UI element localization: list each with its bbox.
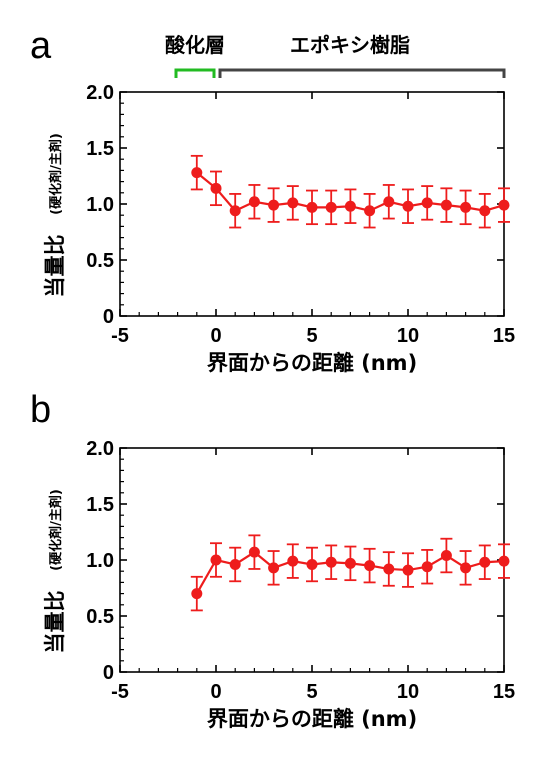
oxide-layer-label: 酸化層 [165,33,225,57]
data-point [191,588,203,600]
y-tick-label: 2.0 [86,438,114,460]
panel-label-b: b [30,389,51,431]
data-point [364,205,376,217]
y-axis-sublabel: (硬化剤/主剤) [48,489,64,571]
x-tick-label: 10 [397,681,419,703]
data-point [325,556,337,568]
data-point [287,555,299,567]
epoxy-resin-label: エポキシ樹脂 [290,33,410,57]
data-point [344,200,356,212]
data-point [268,199,280,211]
data-point [421,561,433,573]
x-tick-label: 0 [210,681,221,703]
y-axis-sublabel: (硬化剤/主剤) [48,133,64,215]
x-tick-label: 10 [397,325,419,347]
x-tick-label: 15 [493,325,515,347]
data-point [402,200,414,212]
data-point [479,556,491,568]
y-tick-label: 2.0 [86,82,114,104]
data-point [498,199,510,211]
data-point [210,182,222,194]
data-point [306,201,318,213]
y-tick-label: 0 [103,306,114,328]
data-point [229,558,241,570]
data-point [383,563,395,575]
panel-label-a: a [30,25,52,67]
data-point [248,196,260,208]
x-axis-label: 界面からの距離 (nm) [207,351,417,375]
data-point [440,550,452,562]
y-tick-label: 0.5 [86,250,114,272]
data-point [364,560,376,572]
data-point [210,554,222,566]
data-point [325,201,337,213]
x-axis-label: 界面からの距離 (nm) [207,707,417,731]
x-tick-label: -5 [111,681,129,703]
data-point [460,562,472,574]
data-point [268,562,280,574]
data-point [402,564,414,576]
y-tick-label: 0.5 [86,606,114,628]
y-axis-label: 当量比 [43,235,67,298]
data-point [248,546,260,558]
data-point [440,199,452,211]
data-point [383,196,395,208]
x-tick-label: 0 [210,325,221,347]
data-point [479,205,491,217]
x-tick-label: -5 [111,325,129,347]
y-tick-label: 0 [103,662,114,684]
x-tick-label: 5 [306,325,317,347]
data-point [498,555,510,567]
data-point [306,558,318,570]
data-point [421,197,433,209]
data-point [344,557,356,569]
y-tick-label: 1.0 [86,194,114,216]
data-point [287,197,299,209]
y-tick-label: 1.5 [86,494,114,516]
y-tick-label: 1.5 [86,138,114,160]
data-point [460,201,472,213]
x-tick-label: 5 [306,681,317,703]
x-tick-label: 15 [493,681,515,703]
y-axis-label: 当量比 [43,591,67,654]
data-point [229,205,241,217]
y-tick-label: 1.0 [86,550,114,572]
oxide-bracket [174,68,216,78]
epoxy-bracket [218,68,506,78]
data-point [191,167,203,179]
